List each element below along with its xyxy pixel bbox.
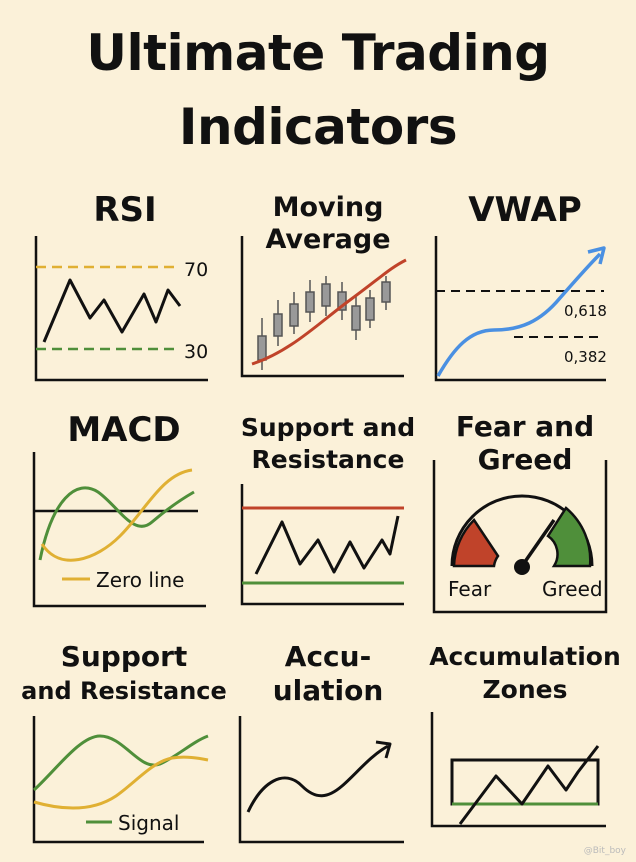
- macd-title: MACD: [67, 410, 181, 450]
- rsi-axes: [34, 236, 208, 382]
- accumulation-title-line2: ulation: [272, 674, 384, 707]
- support-resistance-2-chart: Signal: [32, 716, 209, 844]
- accumulation-axes: [238, 716, 404, 844]
- fear-segment: [452, 518, 500, 568]
- sr2-gold-line: [33, 755, 209, 810]
- moving-average-title-line2: Average: [265, 224, 391, 255]
- moving-average-line: [251, 258, 407, 366]
- gauge-frame: [432, 460, 608, 614]
- support-resistance-2-axes: [32, 716, 204, 844]
- macd-green-line: [38, 486, 195, 561]
- accumulation-zones-title-line2: Zones: [482, 675, 568, 704]
- fear-greed-title-line2: Greed: [477, 443, 573, 476]
- greed-segment: [546, 506, 592, 568]
- rsi-title: RSI: [93, 190, 157, 230]
- support-resistance-1-title-line2: Resistance: [251, 445, 405, 474]
- gauge-pivot: [514, 559, 530, 575]
- rsi-lower-level: 30: [184, 341, 208, 363]
- page-title-line2: Indicators: [178, 98, 458, 156]
- moving-average-title-line1: Moving: [272, 192, 384, 223]
- macd-axes: [32, 452, 206, 608]
- fear-label: Fear: [448, 577, 492, 601]
- vwap-title: VWAP: [468, 190, 582, 230]
- vwap-chart: 0,618 0,382: [434, 236, 607, 382]
- candlesticks: [257, 276, 391, 370]
- moving-average-chart: [240, 236, 407, 378]
- vwap-fib-upper: 0,618: [564, 302, 607, 320]
- macd-legend-label: Zero line: [96, 568, 184, 592]
- moving-average-axes: [240, 236, 404, 378]
- sr2-legend-label: Signal: [118, 811, 179, 835]
- fear-greed-gauge: Fear Greed: [432, 460, 608, 614]
- gauge-needle: [520, 519, 556, 567]
- sr2-green-line: [32, 734, 209, 792]
- macd-gold-line: [40, 468, 193, 562]
- vwap-arrowhead: [587, 246, 606, 265]
- accumulation-zones-chart: [430, 712, 606, 828]
- accumulation-title-line1: Accu-: [284, 640, 372, 673]
- price-zigzag: [254, 515, 400, 575]
- fear-greed-title-line1: Fear and: [455, 410, 595, 443]
- accumulation-arrowhead: [375, 740, 392, 759]
- page-title-line1: Ultimate Trading: [86, 24, 550, 82]
- accumulation-line: [246, 744, 389, 813]
- support-resistance-2-title-line2: and Resistance: [21, 677, 227, 705]
- accumulation-zone-price: [458, 745, 600, 825]
- greed-label: Greed: [542, 577, 603, 601]
- accumulation-zones-title-line1: Accumulation: [429, 642, 621, 671]
- rsi-upper-level: 70: [184, 259, 208, 281]
- macd-chart: Zero line: [32, 452, 206, 608]
- support-resistance-1-chart: [240, 484, 404, 606]
- support-resistance-2-title-line1: Support: [60, 640, 188, 673]
- vwap-fib-lower: 0,382: [564, 348, 607, 366]
- support-resistance-1-axes: [240, 484, 404, 606]
- rsi-line: [42, 278, 182, 343]
- accumulation-zones-axes: [430, 712, 606, 828]
- support-resistance-1-title-line1: Support and: [240, 413, 416, 442]
- vwap-axes: [434, 236, 606, 382]
- accumulation-chart: [238, 716, 404, 844]
- watermark: @Bit_boy: [583, 846, 626, 856]
- rsi-chart: 70 30: [34, 236, 208, 382]
- vwap-line: [436, 252, 602, 377]
